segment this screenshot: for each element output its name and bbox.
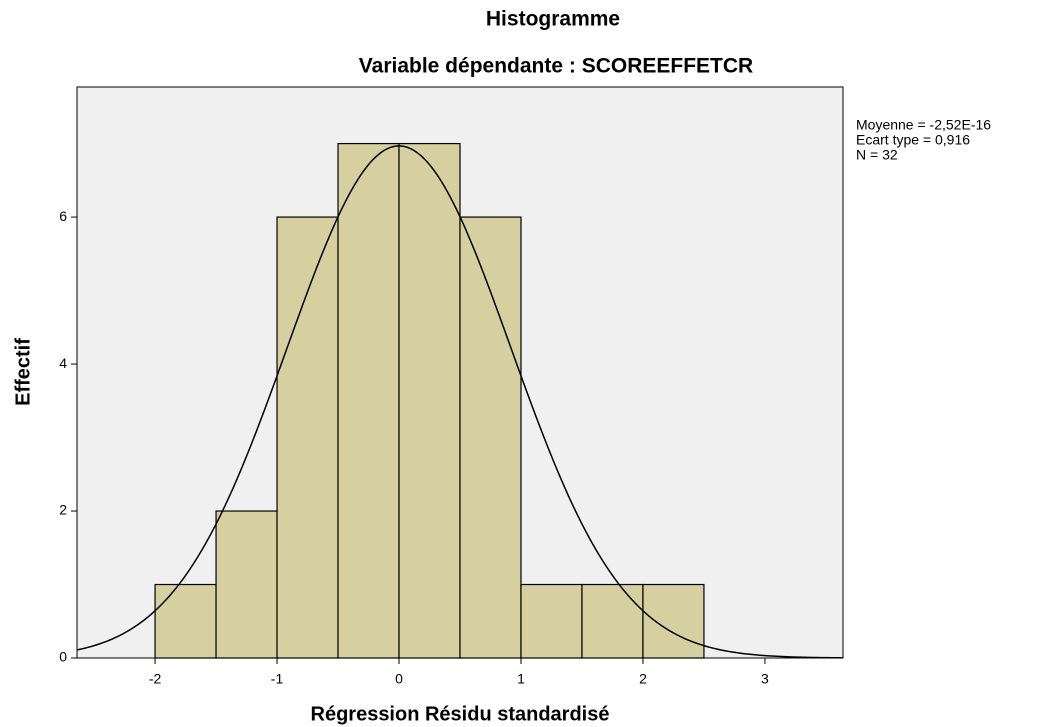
bar	[276, 216, 339, 659]
x-tick-label: -1	[271, 671, 284, 687]
y-tick-label: 6	[59, 208, 67, 224]
bar	[581, 583, 644, 659]
x-axis-label: Régression Résidu standardisé	[311, 703, 610, 725]
bar	[398, 142, 461, 659]
x-tick-label: 0	[395, 671, 403, 687]
bar	[154, 583, 217, 659]
x-tick-label: 3	[761, 671, 769, 687]
stats-label: Ecart type = 0,916	[856, 132, 970, 148]
stats-label: N = 32	[856, 147, 898, 163]
y-tick-label: 4	[59, 355, 67, 371]
chart-subtitle: Variable dépendante : SCOREEFFETCR	[359, 55, 753, 78]
stats-label: Moyenne = -2,52E-16	[856, 117, 991, 133]
x-tick-label: -2	[149, 671, 162, 687]
y-tick-label: 2	[59, 502, 67, 518]
x-tick-label: 1	[517, 671, 525, 687]
bar	[215, 510, 278, 659]
normal-curve	[76, 145, 844, 659]
bar	[520, 583, 583, 659]
y-tick-label: 0	[59, 649, 67, 665]
x-tick-label: 2	[639, 671, 647, 687]
bar	[459, 216, 522, 659]
bar	[642, 583, 705, 659]
chart-title: Histogramme	[486, 8, 620, 31]
y-axis-label: Effectif	[12, 338, 34, 406]
bar	[337, 142, 400, 659]
